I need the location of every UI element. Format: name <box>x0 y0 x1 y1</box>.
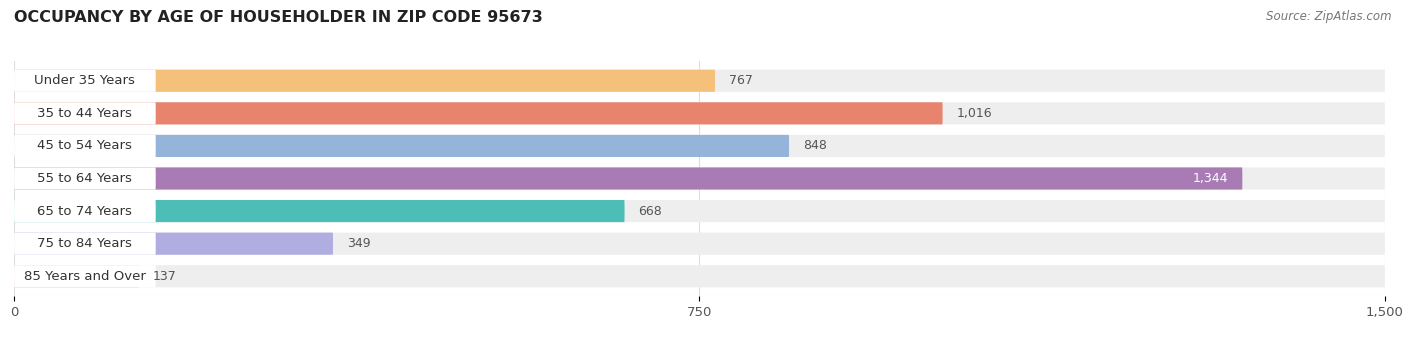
FancyBboxPatch shape <box>14 167 1243 190</box>
Text: 848: 848 <box>803 139 827 152</box>
Text: 75 to 84 Years: 75 to 84 Years <box>38 237 132 250</box>
FancyBboxPatch shape <box>14 135 789 157</box>
Text: 65 to 74 Years: 65 to 74 Years <box>38 205 132 218</box>
FancyBboxPatch shape <box>14 102 1385 124</box>
Text: 1,016: 1,016 <box>956 107 991 120</box>
Text: 349: 349 <box>347 237 370 250</box>
FancyBboxPatch shape <box>14 135 156 157</box>
FancyBboxPatch shape <box>14 200 156 222</box>
Text: 1,344: 1,344 <box>1194 172 1229 185</box>
Text: 85 Years and Over: 85 Years and Over <box>24 270 146 283</box>
FancyBboxPatch shape <box>14 70 1385 92</box>
FancyBboxPatch shape <box>14 200 1385 222</box>
Text: 55 to 64 Years: 55 to 64 Years <box>38 172 132 185</box>
Text: 45 to 54 Years: 45 to 54 Years <box>38 139 132 152</box>
FancyBboxPatch shape <box>14 167 1385 190</box>
Text: 35 to 44 Years: 35 to 44 Years <box>38 107 132 120</box>
Text: 137: 137 <box>153 270 177 283</box>
FancyBboxPatch shape <box>14 265 156 287</box>
Text: OCCUPANCY BY AGE OF HOUSEHOLDER IN ZIP CODE 95673: OCCUPANCY BY AGE OF HOUSEHOLDER IN ZIP C… <box>14 10 543 25</box>
FancyBboxPatch shape <box>14 70 716 92</box>
FancyBboxPatch shape <box>14 233 333 255</box>
FancyBboxPatch shape <box>14 200 624 222</box>
Text: Source: ZipAtlas.com: Source: ZipAtlas.com <box>1267 10 1392 23</box>
Text: 668: 668 <box>638 205 662 218</box>
FancyBboxPatch shape <box>14 70 156 92</box>
FancyBboxPatch shape <box>14 265 1385 287</box>
Text: 767: 767 <box>728 74 752 87</box>
Text: Under 35 Years: Under 35 Years <box>35 74 135 87</box>
FancyBboxPatch shape <box>14 102 156 124</box>
FancyBboxPatch shape <box>14 233 1385 255</box>
FancyBboxPatch shape <box>14 233 156 255</box>
FancyBboxPatch shape <box>14 167 156 190</box>
FancyBboxPatch shape <box>14 135 1385 157</box>
FancyBboxPatch shape <box>14 265 139 287</box>
FancyBboxPatch shape <box>14 102 942 124</box>
